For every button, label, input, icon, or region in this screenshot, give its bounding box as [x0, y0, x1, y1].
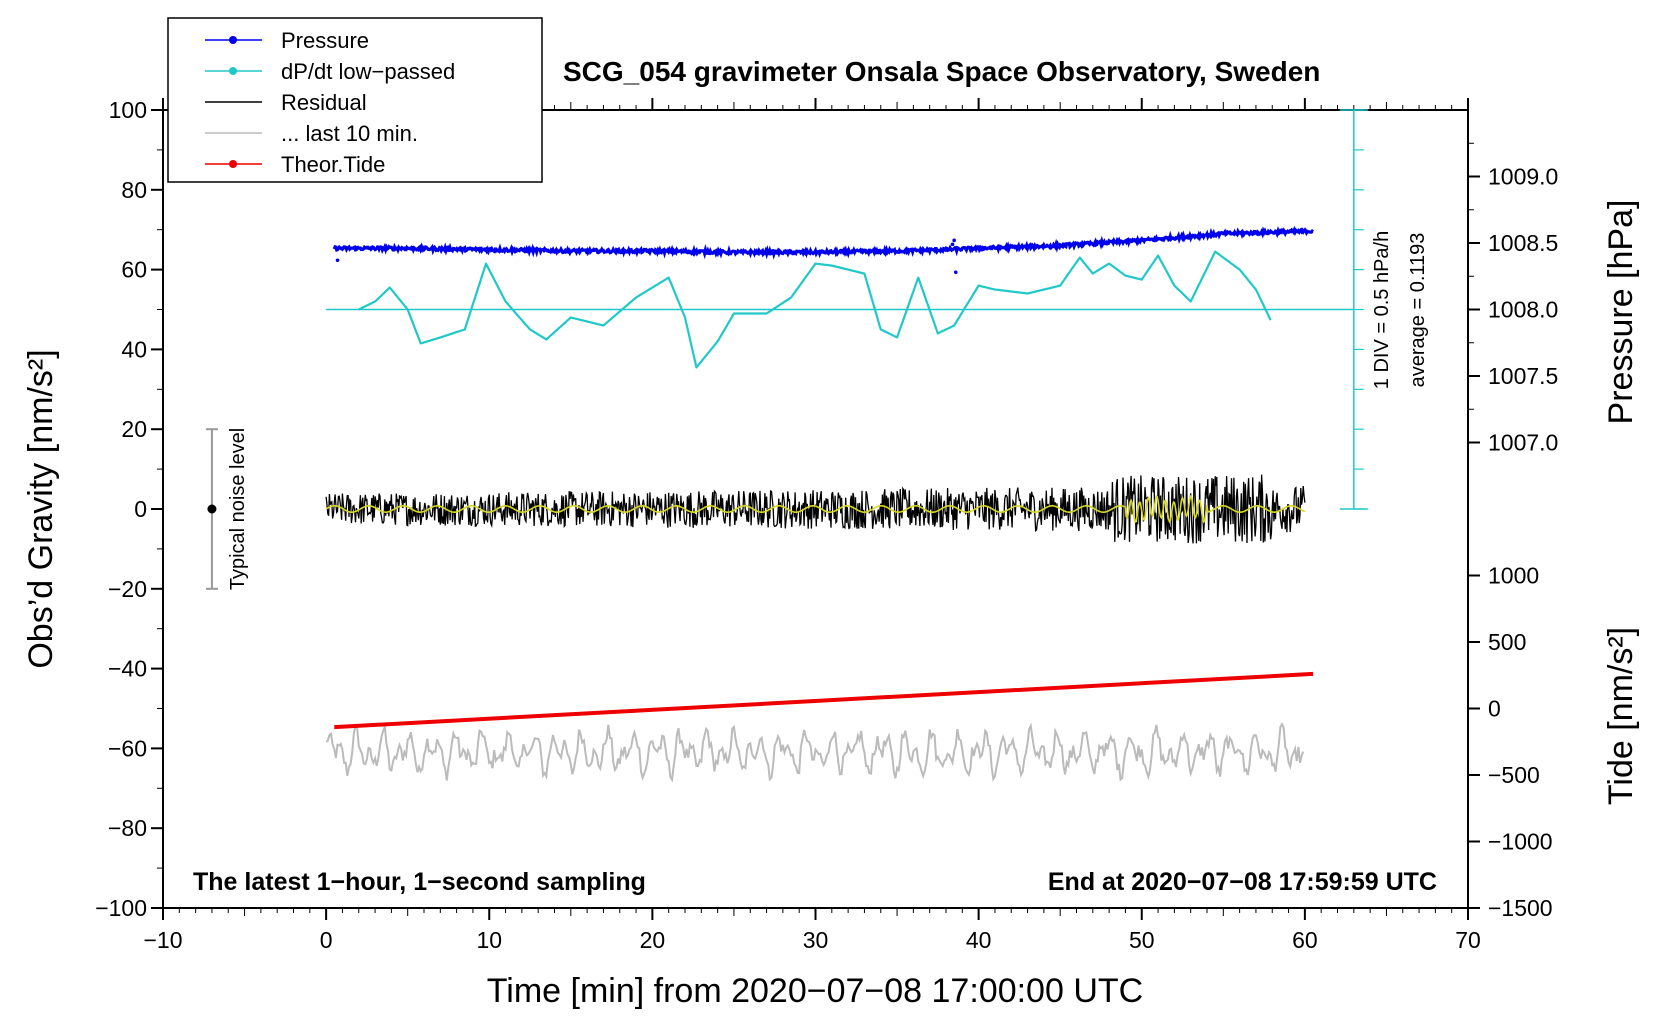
dpdt-average-label: average = 0.1193	[1407, 233, 1429, 388]
x-tick-label: 0	[320, 927, 333, 953]
pressure-tick-label: 1009.0	[1488, 164, 1558, 190]
y-tick-label: 40	[121, 336, 147, 362]
annotation-end-time: End at 2020−07−08 17:59:59 UTC	[1048, 868, 1437, 896]
noise-level-center-dot	[207, 504, 217, 514]
y-tick-label: −100	[95, 895, 147, 921]
legend: Pressure dP/dt low−passed Residual ... last…	[167, 17, 543, 183]
legend-swatch-marker	[229, 160, 237, 168]
chart-title: SCG_054 gravimeter Onsala Space Observat…	[563, 56, 1320, 87]
chart-ticks-layer: −10 0 10 20 30 40 50 60 70100806040200−20−40−60−…	[95, 97, 1558, 953]
y-axis-title-pressure: Pressure [hPa]	[1602, 200, 1640, 425]
y-axis-title-left: Obs’d Gravity [nm/s²]	[22, 349, 60, 668]
legend-label: ... last 10 min.	[281, 121, 418, 146]
chart-series-layer	[205, 109, 1368, 783]
legend-swatch-marker	[229, 36, 237, 44]
annotation-sampling: The latest 1−hour, 1−second sampling	[193, 868, 646, 896]
x-tick-label: 30	[803, 927, 829, 953]
legend-label: dP/dt low−passed	[281, 59, 455, 84]
y-tick-label: −20	[108, 576, 147, 602]
tide-tick-label: 0	[1488, 696, 1501, 722]
y-axis-title-tide: Tide [nm/s²]	[1602, 627, 1640, 805]
series-theor-tide	[334, 671, 1314, 730]
pressure-outlier-point	[952, 238, 956, 243]
y-tick-label: 20	[121, 416, 147, 442]
series-residual	[325, 474, 1306, 544]
pressure-tick-label: 1007.0	[1488, 429, 1558, 455]
dpdt-div-label: 1 DIV = 0.5 hPa/h	[1371, 231, 1393, 389]
pressure-outlier-point	[953, 270, 958, 275]
legend-swatch-marker	[229, 67, 237, 75]
x-tick-label: 70	[1455, 927, 1481, 953]
series-last-10-min	[325, 722, 1305, 783]
series-pressure	[332, 225, 1314, 260]
x-tick-label: 40	[966, 927, 992, 953]
tide-tick-label: 1000	[1488, 563, 1539, 589]
x-axis-title: Time [min] from 2020−07−08 17:00:00 UTC	[487, 972, 1143, 1010]
pressure-tick-label: 1007.5	[1488, 363, 1558, 389]
series-residual-smoothed	[325, 494, 1306, 524]
noise-level-label: Typical noise level	[227, 428, 249, 590]
legend-label: Theor.Tide	[281, 152, 385, 177]
y-tick-label: 100	[109, 97, 147, 123]
y-tick-label: −40	[108, 656, 147, 682]
y-tick-label: −60	[108, 735, 147, 761]
legend-label: Pressure	[281, 28, 369, 53]
x-tick-label: −10	[143, 927, 182, 953]
x-tick-label: 10	[476, 927, 502, 953]
y-tick-label: 80	[121, 177, 147, 203]
x-tick-label: 20	[640, 927, 666, 953]
series-dpdt	[358, 250, 1272, 369]
pressure-tick-label: 1008.5	[1488, 230, 1558, 256]
pressure-outlier-point	[950, 242, 955, 247]
tide-tick-label: −1000	[1488, 828, 1553, 854]
pressure-outlier-point	[335, 258, 340, 263]
legend-box	[167, 17, 543, 183]
y-tick-label: 0	[134, 496, 147, 522]
pressure-tick-label: 1008.0	[1488, 297, 1558, 323]
legend-label: Residual	[281, 90, 367, 115]
x-tick-label: 50	[1129, 927, 1155, 953]
tide-tick-label: −1500	[1488, 895, 1553, 921]
y-tick-label: −80	[108, 815, 147, 841]
tide-tick-label: 500	[1488, 629, 1526, 655]
y-tick-label: 60	[121, 257, 147, 283]
x-tick-label: 60	[1292, 927, 1318, 953]
tide-tick-label: −500	[1488, 762, 1540, 788]
